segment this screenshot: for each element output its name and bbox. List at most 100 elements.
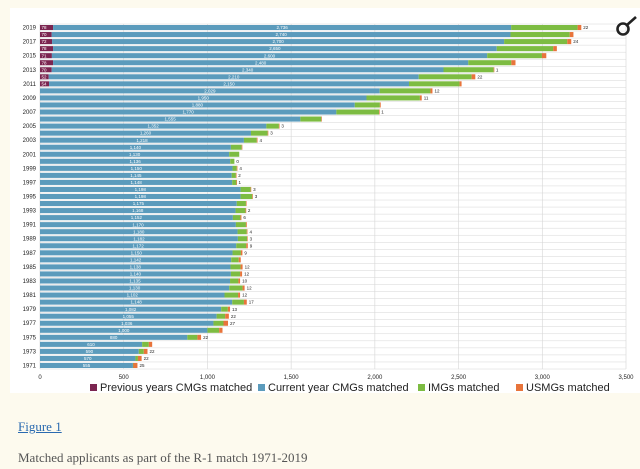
bar-imgs-matched <box>496 46 554 52</box>
bar-usmgs-matched <box>137 355 142 361</box>
bar-current-year-cmgs-matched <box>40 172 232 178</box>
y-tick-label: 1987 <box>23 251 37 257</box>
bar-imgs-matched <box>240 186 251 192</box>
data-label: 11 <box>424 96 429 101</box>
data-label: 9 <box>250 243 253 248</box>
data-label: 2,029 <box>204 88 216 93</box>
bar-imgs-matched <box>230 278 239 284</box>
bar-usmgs-matched <box>511 60 516 66</box>
bar-current-year-cmgs-matched <box>40 222 236 228</box>
bar-usmgs-matched <box>430 88 433 94</box>
bar-usmgs-matched <box>242 285 245 291</box>
figure-link[interactable]: Figure 1 <box>18 419 62 434</box>
data-label: 12 <box>244 272 250 277</box>
bar-current-year-cmgs-matched <box>40 158 231 164</box>
y-tick-label: 1995 <box>23 195 37 201</box>
bar-usmgs-matched <box>379 109 380 115</box>
bar-usmgs-matched <box>227 306 231 312</box>
data-label: 1,152 <box>131 215 143 220</box>
bar-imgs-matched <box>142 341 149 347</box>
data-label: 1 <box>239 180 242 185</box>
data-label: 1,170 <box>132 222 144 227</box>
bar-current-year-cmgs-matched <box>40 123 267 129</box>
bar-previous-years-cmgs-matched <box>40 67 52 73</box>
bar-previous-years-cmgs-matched <box>40 53 52 59</box>
bar-imgs-matched <box>232 165 237 171</box>
data-label: 71 <box>42 53 48 58</box>
bar-usmgs-matched <box>245 222 247 228</box>
bar-usmgs-matched <box>321 116 322 122</box>
bar-current-year-cmgs-matched <box>40 348 139 354</box>
data-label: 2,600 <box>264 53 276 58</box>
y-tick-label: 2017 <box>23 40 37 46</box>
bar-usmgs-matched <box>567 39 572 45</box>
bar-current-year-cmgs-matched <box>49 81 410 87</box>
data-label: 1,138 <box>130 265 142 270</box>
bar-current-year-cmgs-matched <box>40 165 233 171</box>
y-tick-label: 2013 <box>23 68 37 74</box>
x-tick-label: 1,000 <box>200 375 216 381</box>
bar-imgs-matched <box>230 271 241 277</box>
data-label: 12 <box>247 286 253 291</box>
data-label: 1,198 <box>135 194 147 199</box>
data-label: 1,950 <box>198 96 210 101</box>
bar-usmgs-matched <box>241 144 243 150</box>
bar-imgs-matched <box>231 257 239 263</box>
data-label: 1,130 <box>129 152 141 157</box>
bar-imgs-matched <box>132 362 134 369</box>
legend-label: Current year CMGs matched <box>268 382 409 393</box>
data-label: 10 <box>242 279 248 284</box>
data-label: 70 <box>42 67 48 72</box>
data-label: 1,055 <box>123 314 135 319</box>
data-label: 590 <box>86 349 94 354</box>
bar-imgs-matched <box>231 172 236 178</box>
data-label: 555 <box>83 363 91 368</box>
bar-current-year-cmgs-matched <box>40 271 231 277</box>
bar-usmgs-matched <box>246 229 248 235</box>
y-tick-label: 2011 <box>23 82 37 88</box>
bar-current-year-cmgs-matched <box>40 215 233 221</box>
bar-usmgs-matched <box>541 53 547 59</box>
bar-imgs-matched <box>243 137 257 143</box>
bar-imgs-matched <box>224 292 239 298</box>
bar-usmgs-matched <box>240 215 242 221</box>
bar-current-year-cmgs-matched <box>40 306 222 312</box>
bar-usmgs-matched <box>236 165 238 171</box>
bar-previous-years-cmgs-matched <box>40 46 54 52</box>
y-tick-label: 1977 <box>23 321 37 327</box>
data-label: 1,175 <box>133 201 145 206</box>
bar-imgs-matched <box>235 222 246 228</box>
bar-current-year-cmgs-matched <box>40 88 380 94</box>
bar-usmgs-matched <box>219 327 223 333</box>
bar-current-year-cmgs-matched <box>40 109 337 115</box>
link-icon[interactable] <box>614 14 640 40</box>
bar-imgs-matched <box>511 24 578 31</box>
data-label: 1,148 <box>130 300 142 305</box>
figure-caption: Matched applicants as part of the R-1 ma… <box>18 450 308 465</box>
data-label: 1,135 <box>129 279 141 284</box>
bar-usmgs-matched <box>256 137 258 143</box>
data-label: 70 <box>42 32 48 37</box>
bar-usmgs-matched <box>419 95 422 101</box>
bar-imgs-matched <box>236 201 246 207</box>
bar-current-year-cmgs-matched <box>40 130 251 136</box>
bar-current-year-cmgs-matched <box>40 243 237 249</box>
data-label: 2,210 <box>228 74 240 79</box>
y-tick-label: 1993 <box>23 209 37 215</box>
bar-imgs-matched <box>250 130 268 136</box>
bar-current-year-cmgs-matched <box>40 208 236 214</box>
data-label: 2 <box>248 208 251 213</box>
data-label: 1,140 <box>130 272 142 277</box>
bar-usmgs-matched <box>243 299 247 305</box>
data-label: 12 <box>242 293 248 298</box>
bar-imgs-matched <box>510 32 570 38</box>
bar-imgs-matched <box>229 151 240 157</box>
bar-usmgs-matched <box>133 362 138 369</box>
bar-usmgs-matched <box>247 236 248 242</box>
bar-imgs-matched <box>235 208 246 214</box>
bar-usmgs-matched <box>197 334 202 340</box>
y-tick-label: 2007 <box>23 110 37 116</box>
bar-imgs-matched <box>379 88 431 94</box>
data-label: 6 <box>243 215 246 220</box>
bar-usmgs-matched <box>240 250 243 256</box>
